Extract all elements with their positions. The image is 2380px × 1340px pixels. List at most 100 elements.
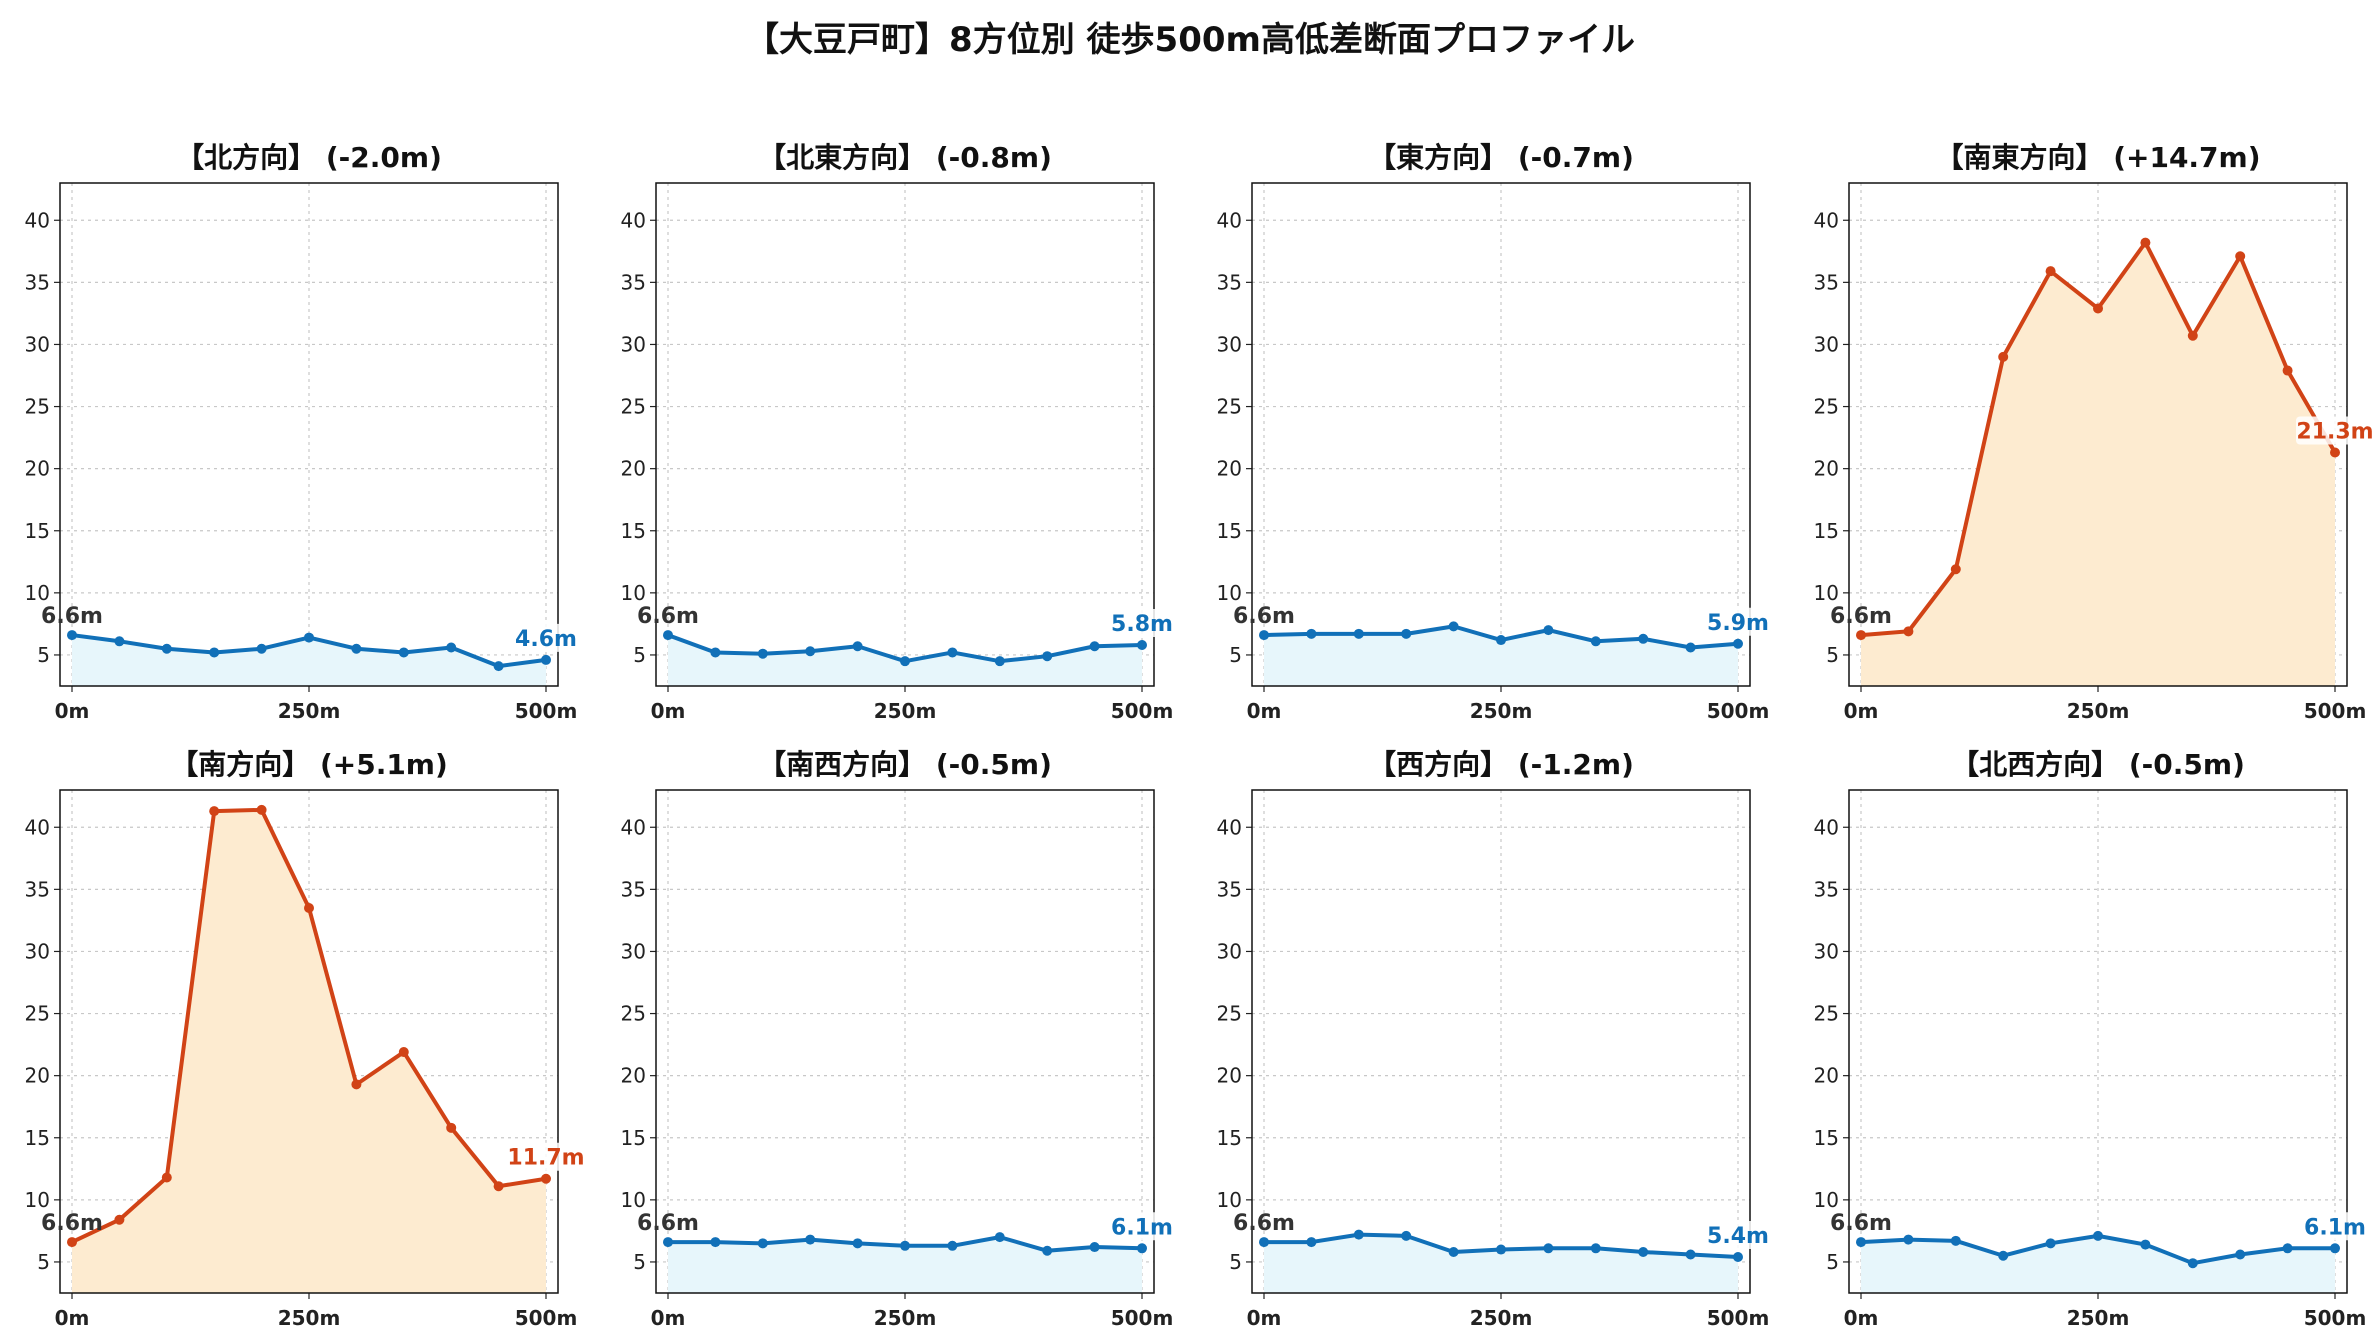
start-elevation-label: 6.6m: [637, 604, 699, 629]
elevation-point: [1042, 1245, 1053, 1256]
panel-title: 【南方向】 (+5.1m): [170, 748, 448, 781]
elevation-point: [446, 642, 457, 653]
elevation-point: [1496, 1244, 1506, 1255]
elevation-point: [663, 630, 673, 641]
chart-panel-2: 【東方向】 (-0.7m) 5 10 15 20 25 30 35 40 0m 250m 500m 6.…: [1217, 141, 1770, 723]
y-tick-label: 30: [621, 332, 646, 356]
elevation-point: [1903, 1234, 1914, 1245]
x-tick-label: 500m: [1707, 699, 1770, 723]
y-tick-label: 25: [25, 395, 50, 419]
x-tick-label: 500m: [1111, 1306, 1174, 1330]
y-tick-label: 20: [1217, 1064, 1242, 1088]
elevation-point: [493, 661, 504, 672]
elevation-point: [2187, 330, 2198, 341]
end-label-bg: [514, 623, 578, 652]
elevation-point: [2045, 1238, 2056, 1249]
x-tick-label: 250m: [1470, 1306, 1533, 1330]
panel-title: 【東方向】 (-0.7m): [1368, 141, 1634, 174]
y-tick-label: 15: [1814, 1126, 1839, 1150]
y-tick-label: 40: [1217, 208, 1242, 232]
elevation-point: [1137, 1243, 1147, 1254]
x-tick-label: 500m: [515, 699, 578, 723]
elevation-point: [209, 806, 220, 817]
elevation-point: [256, 643, 267, 654]
x-tick-label: 500m: [1111, 699, 1174, 723]
panel-title: 【北西方向】 (-0.5m): [1951, 748, 2245, 781]
elevation-point: [1733, 638, 1743, 649]
elevation-point: [398, 1047, 409, 1058]
plot-frame: [59, 182, 559, 687]
y-tick-label: 40: [621, 815, 646, 839]
x-tick-label: 0m: [651, 699, 686, 723]
panel-title: 【南西方向】 (-0.5m): [758, 748, 1052, 781]
elevation-point: [1089, 641, 1100, 652]
y-tick-label: 10: [1814, 581, 1839, 605]
elevation-point: [2235, 1249, 2246, 1260]
elevation-point: [2187, 1258, 2198, 1269]
elevation-point: [2140, 1239, 2151, 1250]
plot-frame: [1251, 789, 1751, 1294]
elevation-point: [1353, 1229, 1364, 1240]
elevation-area-fill: [1264, 1234, 1738, 1293]
x-tick-label: 250m: [278, 699, 341, 723]
x-tick-label: 250m: [2067, 1306, 2130, 1330]
start-elevation-label: 6.6m: [1830, 1211, 1892, 1236]
y-tick-label: 10: [25, 581, 50, 605]
elevation-point: [351, 1079, 362, 1090]
x-tick-label: 500m: [2304, 1306, 2367, 1330]
x-tick-label: 0m: [1844, 699, 1879, 723]
elevation-point: [710, 1237, 721, 1248]
elevation-point: [1042, 651, 1053, 662]
y-tick-label: 5: [633, 1250, 646, 1274]
y-tick-label: 5: [1826, 1250, 1839, 1274]
elevation-point: [757, 648, 768, 659]
start-elevation-label: 6.6m: [637, 1211, 699, 1236]
y-tick-label: 5: [1826, 643, 1839, 667]
elevation-point: [1638, 1247, 1649, 1258]
elevation-point: [994, 656, 1005, 667]
y-tick-label: 10: [621, 1188, 646, 1212]
y-tick-label: 25: [621, 395, 646, 419]
elevation-point: [710, 647, 721, 658]
elevation-point: [1685, 1249, 1696, 1260]
y-tick-label: 10: [621, 581, 646, 605]
elevation-point: [1137, 640, 1147, 651]
elevation-point: [663, 1237, 673, 1248]
elevation-point: [67, 1237, 77, 1248]
y-tick-label: 10: [1217, 581, 1242, 605]
elevation-point: [1950, 564, 1961, 575]
plot-frame: [1848, 789, 2348, 1294]
elevation-point: [1638, 633, 1649, 644]
end-label-bg: [1706, 1220, 1770, 1249]
end-label-bg: [1706, 607, 1770, 636]
elevation-point: [852, 1238, 863, 1249]
x-tick-label: 250m: [2067, 699, 2130, 723]
elevation-point: [2045, 266, 2056, 277]
elevation-point: [541, 654, 551, 665]
y-tick-label: 5: [1229, 643, 1242, 667]
elevation-point: [304, 632, 314, 643]
x-tick-label: 0m: [1844, 1306, 1879, 1330]
elevation-area-fill: [72, 635, 546, 686]
elevation-point: [161, 1172, 172, 1183]
y-tick-label: 25: [1814, 1002, 1839, 1026]
elevation-point: [1856, 1237, 1866, 1248]
y-tick-label: 20: [25, 1064, 50, 1088]
elevation-point: [1401, 628, 1412, 639]
y-tick-label: 5: [37, 1250, 50, 1274]
elevation-point: [2235, 251, 2246, 262]
y-tick-label: 35: [621, 270, 646, 294]
elevation-point: [398, 647, 409, 658]
elevation-point: [947, 647, 958, 658]
plot-frame: [655, 789, 1155, 1294]
elevation-point: [994, 1232, 1005, 1243]
panel-title: 【南東方向】 (+14.7m): [1935, 141, 2260, 174]
elevation-area-fill: [72, 809, 546, 1293]
end-label-bg: [2303, 1212, 2367, 1241]
elevation-point: [1259, 630, 1269, 641]
y-tick-label: 40: [1814, 815, 1839, 839]
y-tick-label: 15: [25, 1126, 50, 1150]
y-tick-label: 20: [621, 1064, 646, 1088]
y-tick-label: 25: [25, 1002, 50, 1026]
y-tick-label: 25: [621, 1002, 646, 1026]
